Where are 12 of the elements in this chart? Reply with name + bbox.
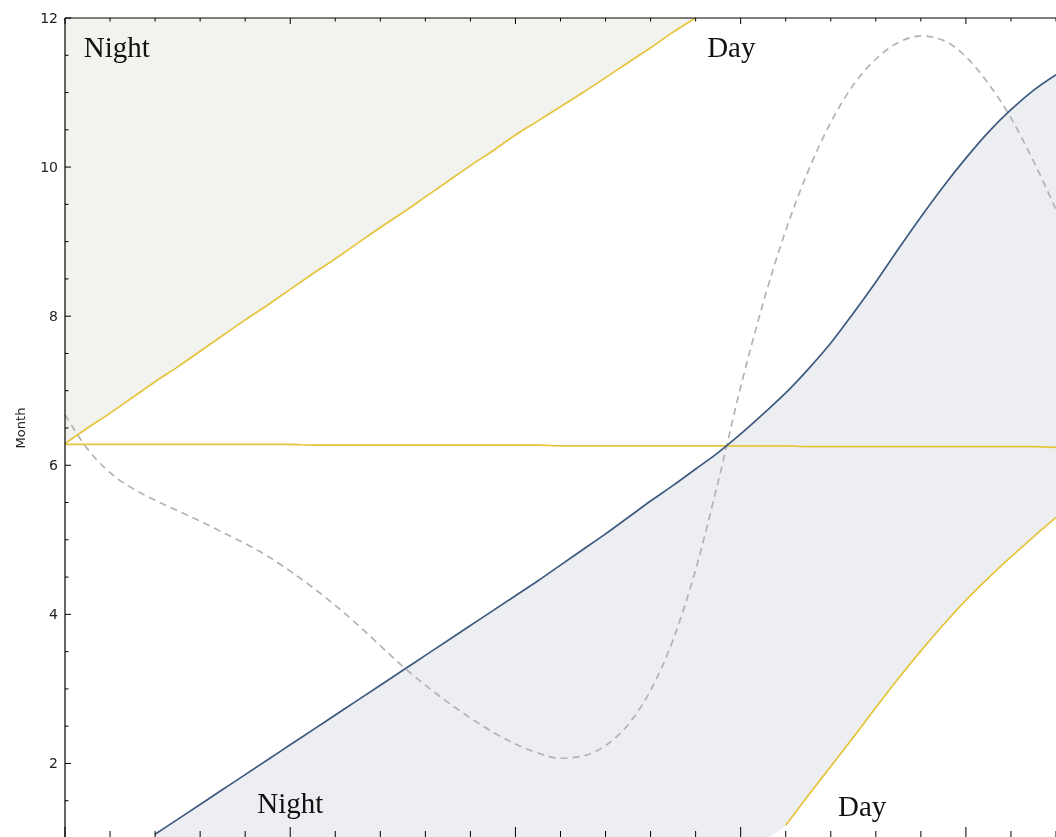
y-tick-label: 2: [49, 755, 58, 772]
line-series: [784, 516, 1056, 827]
y-tick-label: 4: [49, 606, 59, 623]
y-tick-label: 12: [40, 10, 58, 26]
annotation: Day: [837, 789, 887, 822]
annotation: Night: [257, 787, 324, 820]
y-tick-label: 8: [49, 308, 58, 325]
y-axis-title: Month: [12, 407, 28, 449]
annotation: Day: [707, 30, 756, 63]
annotation: Night: [83, 30, 150, 63]
y-tick-label: 10: [40, 159, 58, 176]
y-tick-label: 6: [49, 457, 59, 474]
